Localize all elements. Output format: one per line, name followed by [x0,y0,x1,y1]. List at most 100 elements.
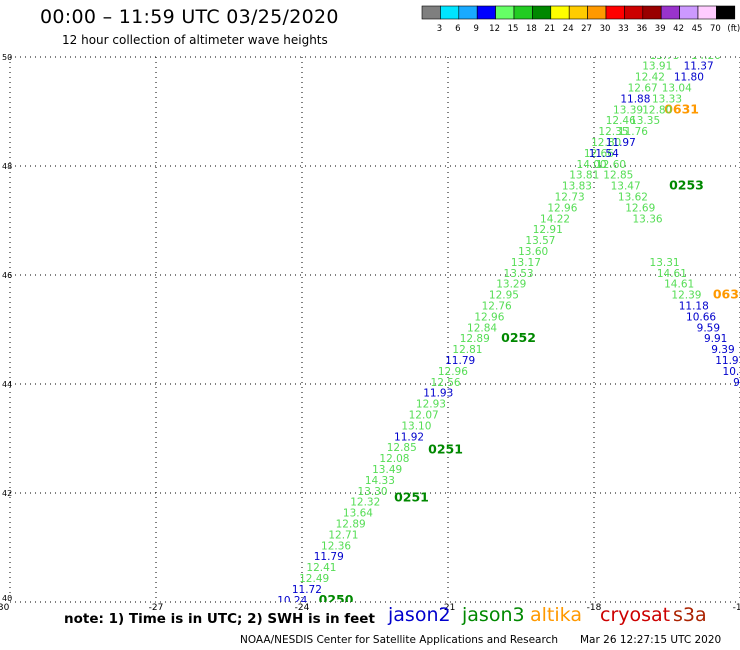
wave-height-label: 13.04 [662,83,692,95]
y-tick-label: 50 [2,53,12,62]
legend-s3a: s3a [673,604,707,626]
wave-height-label: 12.56 [431,377,461,389]
scale-label: 18 [526,24,537,34]
legend-altika: altika [530,604,582,626]
scale-label: 45 [692,24,703,34]
legend-jason3: jason3 [462,604,525,626]
y-tick-label: 42 [2,489,12,498]
wave-height-label: 11.97 [715,355,740,367]
altimeter-plot: -30-27-24-21-18-1540424446485010.2402501… [0,0,740,613]
wave-height-label: 12.89 [460,333,490,345]
scale-label: 6 [455,24,460,34]
wave-height-label: 13.91 [642,61,672,73]
wave-height-label: 14.61 [664,279,694,291]
wave-height-label: 12.89 [336,519,366,531]
wave-height-label: 13.35 [630,115,660,127]
scale-label: 12 [489,24,500,34]
wave-height-label: 12.71 [328,529,358,541]
scale-label: 9 [473,24,478,34]
pass-time-label: 0250 [319,592,354,607]
wave-height-label: 12.69 [625,202,655,214]
x-tick-label: -30 [0,603,10,613]
wave-height-label: 12.49 [299,573,329,585]
wave-height-label: 13.39 [613,104,643,116]
wave-height-label: 13.53 [504,268,534,280]
wave-height-label: 13.73 [650,50,680,62]
scale-label: (ft) [727,24,740,34]
wave-height-label: 13.29 [496,279,526,291]
wave-height-label: 11.37 [684,61,714,73]
wave-height-label: 12.41 [306,562,336,574]
wave-height-label: 12.36 [321,540,351,552]
wave-height-label: 14.61 [657,268,687,280]
wave-height-label: 13.63 [713,17,740,29]
wave-height-label: 11.54 [589,148,619,160]
wave-height-label: 13.31 [650,257,680,269]
wave-height-label: 10.00 [723,366,740,378]
wave-height-label: 13.33 [652,93,682,105]
wave-height-label: 14.20 [691,50,721,62]
wave-height-label: 13.62 [698,39,728,51]
y-tick-label: 48 [2,162,12,171]
scale-label: 3 [437,24,442,34]
wave-height-label: 11.88 [620,93,650,105]
scale-label: 39 [655,24,666,34]
wave-height-label: 13.10 [401,420,431,432]
wave-height-label: 12.35 [598,126,628,138]
wave-height-label: 9.39 [711,344,734,356]
wave-height-label: 12.96 [474,311,504,323]
pass-time-label: 0251 [428,441,463,456]
wave-height-label: 10.24 [277,595,307,607]
scale-label: 36 [636,24,647,34]
wave-height-label: 12.80 [591,137,621,149]
y-tick-label: 44 [2,380,12,389]
wave-height-label: 13.36 [633,213,663,225]
wave-height-label: 11.92 [394,431,424,443]
wave-height-label: 12.91 [533,224,563,236]
wave-height-label: 12.46 [606,115,636,127]
pass-time-label: 0631 [664,101,699,116]
wave-height-label: 13.62 [618,192,648,204]
wave-height-label: 12.95 [489,290,519,302]
pass-time-label: 0252 [501,330,536,345]
wave-height-label: 12.89 [720,6,740,18]
wave-height-label: 11.18 [679,301,709,313]
chart-title: 00:00 – 11:59 UTC 03/25/2020 [40,6,339,28]
wave-height-label: 11.76 [618,126,648,138]
y-tick-label: 46 [2,271,12,280]
wave-height-label: 12.96 [438,366,468,378]
legend-cryosat: cryosat [600,604,671,626]
wave-height-label: 9.91 [704,333,727,345]
wave-height-label: 13.30 [358,486,388,498]
wave-height-label: 12.81 [452,344,482,356]
footer-timestamp: Mar 26 12:27:15 UTC 2020 [580,634,722,646]
wave-height-label: 12.60 [596,159,626,171]
wave-height-label: 12.85 [603,170,633,182]
scale-label: 33 [618,24,629,34]
wave-height-label: 12.93 [727,0,740,7]
wave-height-label: 13.17 [511,257,541,269]
wave-height-label: 12.42 [635,72,665,84]
wave-height-label: 11.93 [423,388,453,400]
wave-height-label: 14.22 [540,213,570,225]
wave-height-label: 11.79 [314,551,344,563]
wave-height-label: 13.81 [569,170,599,182]
wave-height-label: 11.79 [445,355,475,367]
wave-height-label: 12.80 [642,104,672,116]
wave-height-label: 12.96 [547,202,577,214]
wave-height-label: 12.84 [467,322,497,334]
pass-time-label: 0630 [713,287,740,302]
wave-height-label: 13.64 [343,508,373,520]
x-tick-label: -24 [295,603,310,613]
scale-label: 27 [581,24,592,34]
scale-label: 24 [563,24,574,34]
wave-height-label: 11.97 [606,137,636,149]
wave-height-label: 12.67 [628,83,658,95]
x-tick-label: -21 [441,603,456,613]
wave-height-label: 12.76 [482,301,512,313]
x-tick-label: -15 [733,603,740,613]
wave-height-label: 11.80 [674,72,704,84]
wave-height-label: 12.66 [584,148,614,160]
wave-height-points: 10.24 025011.7212.4912.4111.7912.3612.711… [277,0,740,607]
